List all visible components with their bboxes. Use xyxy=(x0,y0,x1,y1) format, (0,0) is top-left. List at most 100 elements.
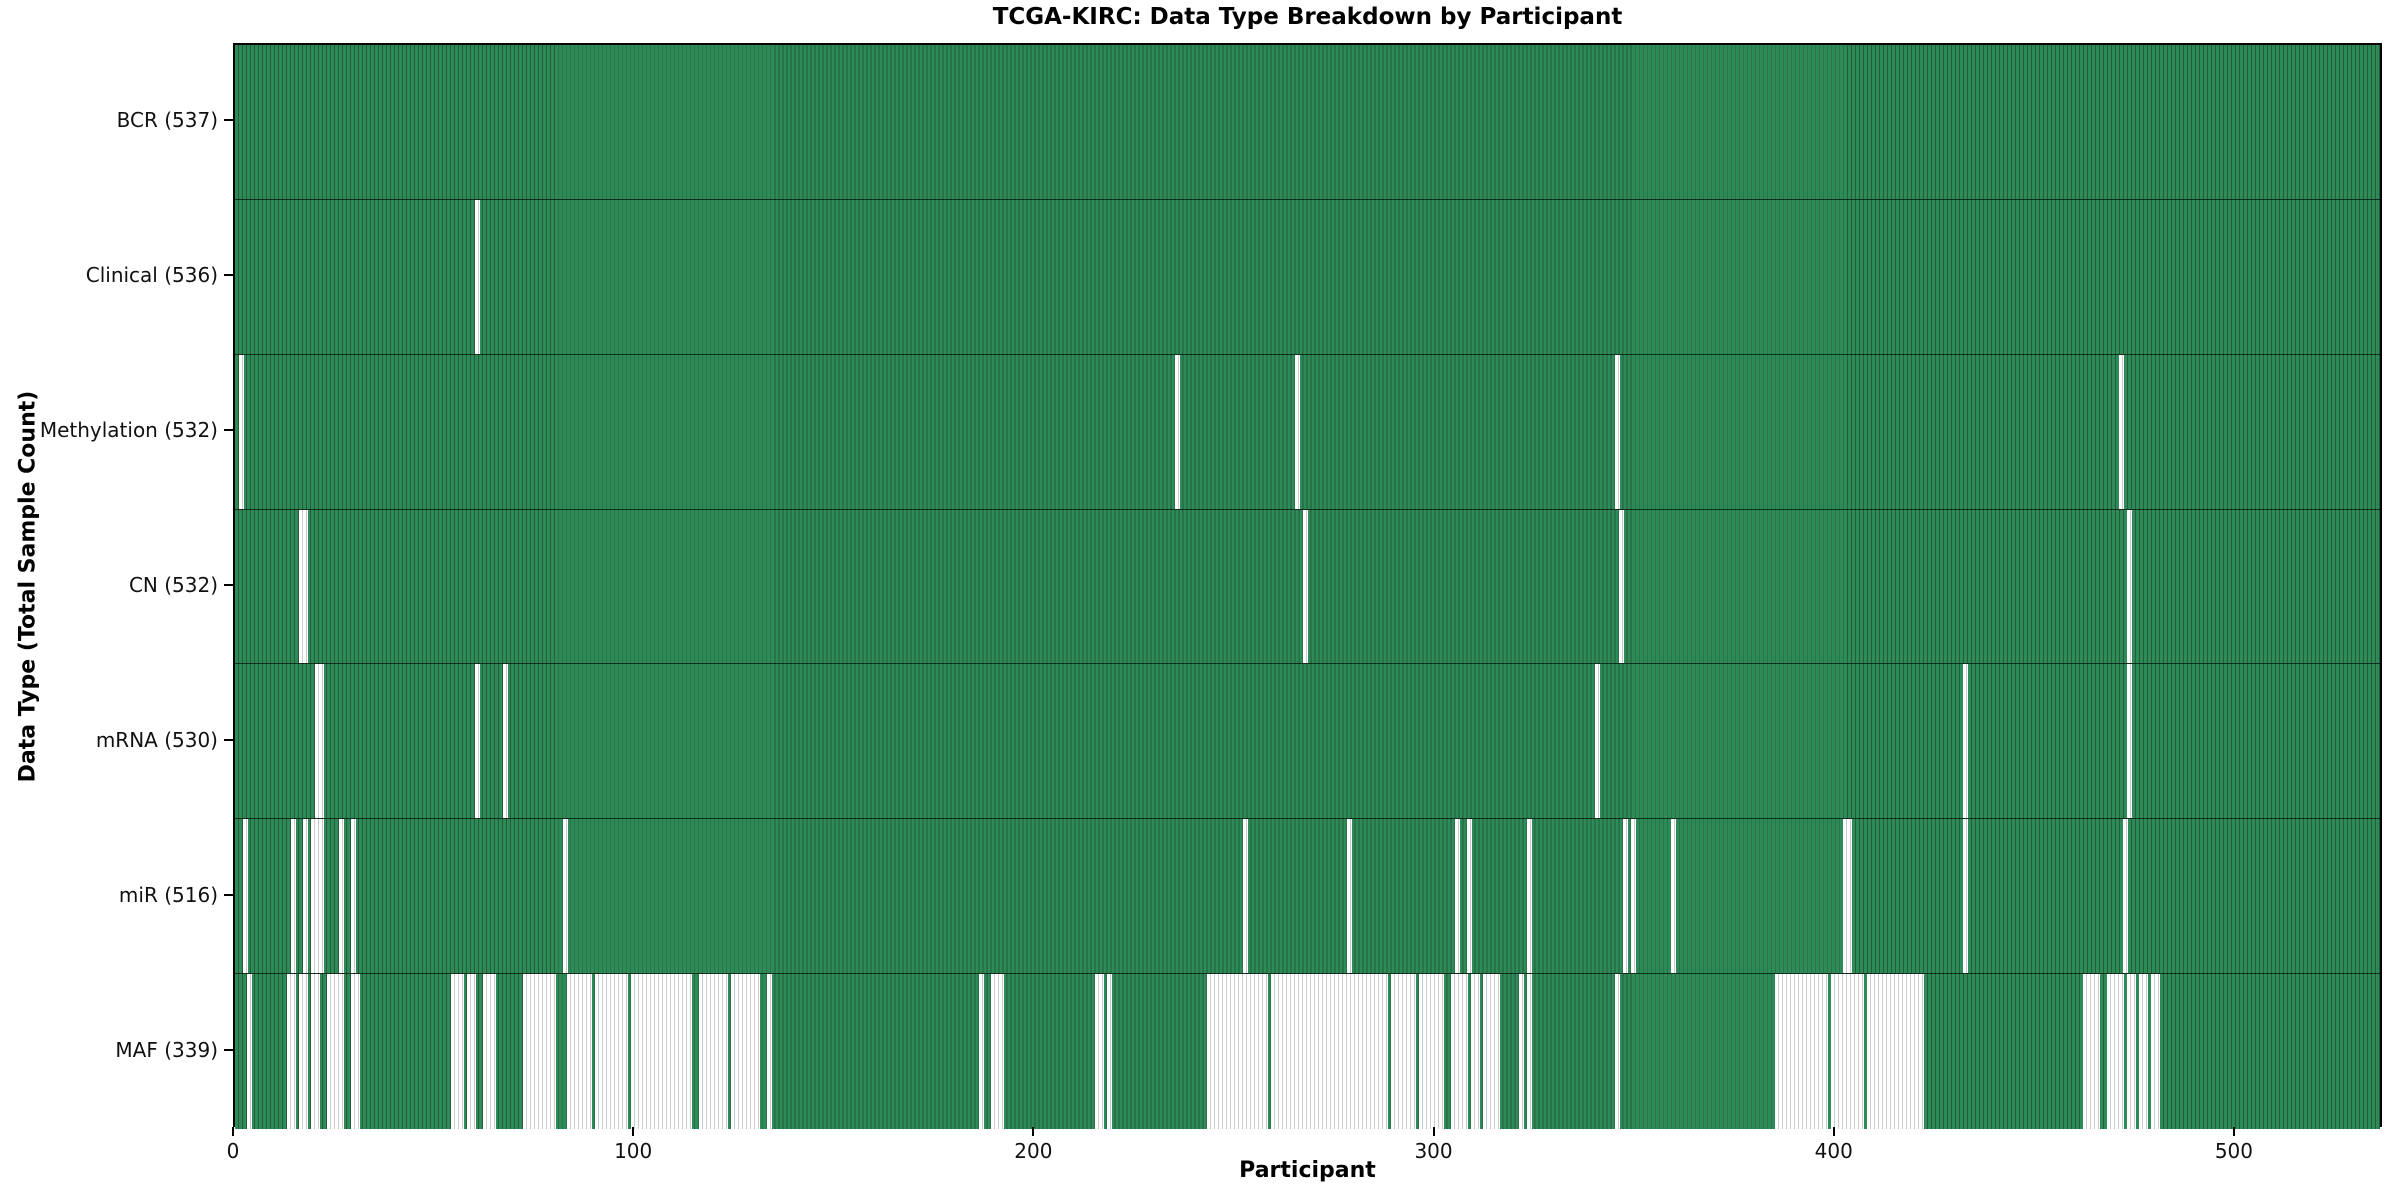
heatmap-row-methylation xyxy=(235,354,2380,510)
absent-run xyxy=(242,819,248,974)
absent-run xyxy=(1867,974,1925,1129)
absent-run xyxy=(2127,974,2137,1129)
absent-run xyxy=(1174,354,1180,509)
y-tick-label: CN (532) xyxy=(128,573,218,597)
absent-run xyxy=(1419,974,1445,1129)
absent-run xyxy=(1451,974,1469,1129)
absent-run xyxy=(1843,819,1853,974)
absent-run xyxy=(314,664,324,819)
absent-run xyxy=(1519,974,1525,1129)
absent-run xyxy=(2119,354,2125,509)
x-tick-mark xyxy=(1032,1127,1035,1136)
absent-run xyxy=(350,819,356,974)
y-tick-mark xyxy=(224,584,233,586)
absent-run xyxy=(474,199,480,354)
absent-run xyxy=(502,664,508,819)
absent-run xyxy=(302,819,308,974)
x-tick-mark xyxy=(232,1127,234,1136)
y-tick-label: Methylation (532) xyxy=(39,418,218,443)
x-tick-label: 0 xyxy=(226,1139,240,1163)
absent-run xyxy=(450,974,464,1129)
absent-run xyxy=(1595,664,1601,819)
y-tick-label: mRNA (530) xyxy=(95,727,218,752)
y-tick-label: MAF (339) xyxy=(115,1037,218,1062)
y-tick-label: Clinical (536) xyxy=(85,263,218,288)
absent-run xyxy=(978,974,984,1129)
absent-run xyxy=(326,974,344,1129)
heatmap-row-maf xyxy=(235,974,2380,1129)
x-tick-mark xyxy=(2232,1127,2235,1136)
absent-run xyxy=(1615,354,1621,509)
plot-area: Present Absent xyxy=(233,43,2382,1129)
absent-run xyxy=(482,974,496,1129)
absent-run xyxy=(566,974,592,1129)
y-tick-mark xyxy=(224,1048,233,1051)
x-tick-mark xyxy=(1832,1127,1835,1136)
absent-run xyxy=(1471,974,1481,1129)
heatmap-rows xyxy=(235,45,2380,1129)
absent-run xyxy=(1094,974,1104,1129)
x-tick-label: 200 xyxy=(1014,1139,1053,1163)
absent-run xyxy=(1294,354,1300,509)
absent-run xyxy=(766,974,772,1129)
y-tick-mark xyxy=(224,274,233,277)
absent-run xyxy=(1963,664,1969,819)
absent-run xyxy=(1631,819,1637,974)
absent-run xyxy=(730,974,760,1129)
absent-run xyxy=(1671,819,1677,974)
x-tick-mark xyxy=(1432,1127,1435,1136)
absent-run xyxy=(1483,974,1501,1129)
absent-run xyxy=(1455,819,1461,974)
x-tick-label: 400 xyxy=(1814,1139,1853,1163)
absent-run xyxy=(246,974,252,1129)
absent-run xyxy=(1527,819,1533,974)
absent-run xyxy=(298,509,308,664)
absent-run xyxy=(522,974,556,1129)
heatmap-row-cn xyxy=(235,509,2380,665)
absent-run xyxy=(310,819,324,974)
absent-run xyxy=(310,974,320,1129)
absent-run xyxy=(1467,819,1473,974)
absent-run xyxy=(990,974,1004,1129)
absent-run xyxy=(594,974,628,1129)
heatmap-row-mir xyxy=(235,819,2380,975)
absent-run xyxy=(562,819,568,974)
absent-run xyxy=(286,974,296,1129)
absent-run xyxy=(1527,974,1533,1129)
x-axis-label: Participant xyxy=(1239,1158,1376,1183)
absent-run xyxy=(630,974,692,1129)
absent-run xyxy=(1270,974,1389,1129)
absent-run xyxy=(298,974,308,1129)
heatmap-row-clinical xyxy=(235,199,2380,355)
absent-run xyxy=(1963,819,1969,974)
absent-run xyxy=(1775,974,1829,1129)
y-tick-label: BCR (537) xyxy=(116,108,218,133)
absent-run xyxy=(1206,974,1268,1129)
absent-run xyxy=(1615,974,1621,1129)
x-tick-label: 500 xyxy=(2214,1139,2254,1163)
chart-title: TCGA-KIRC: Data Type Breakdown by Partic… xyxy=(992,4,1623,30)
heatmap-row-mrna xyxy=(235,664,2380,820)
absent-run xyxy=(1831,974,1865,1129)
absent-run xyxy=(2107,974,2125,1129)
absent-run xyxy=(2127,509,2133,664)
y-tick-mark xyxy=(224,738,233,741)
y-tick-mark xyxy=(224,119,233,122)
y-tick-label: miR (516) xyxy=(118,882,218,907)
absent-run xyxy=(2139,974,2149,1129)
absent-run xyxy=(698,974,728,1129)
absent-run xyxy=(350,974,360,1129)
x-tick-label: 300 xyxy=(1414,1139,1453,1163)
absent-run xyxy=(1391,974,1417,1129)
absent-run xyxy=(290,819,296,974)
y-tick-mark xyxy=(224,429,233,432)
absent-run xyxy=(338,819,344,974)
absent-run xyxy=(1623,819,1629,974)
absent-run xyxy=(2151,974,2161,1129)
x-tick-mark xyxy=(632,1127,635,1136)
absent-run xyxy=(238,354,244,509)
x-tick-label: 100 xyxy=(614,1139,653,1163)
absent-run xyxy=(2083,974,2101,1129)
absent-run xyxy=(474,664,480,819)
